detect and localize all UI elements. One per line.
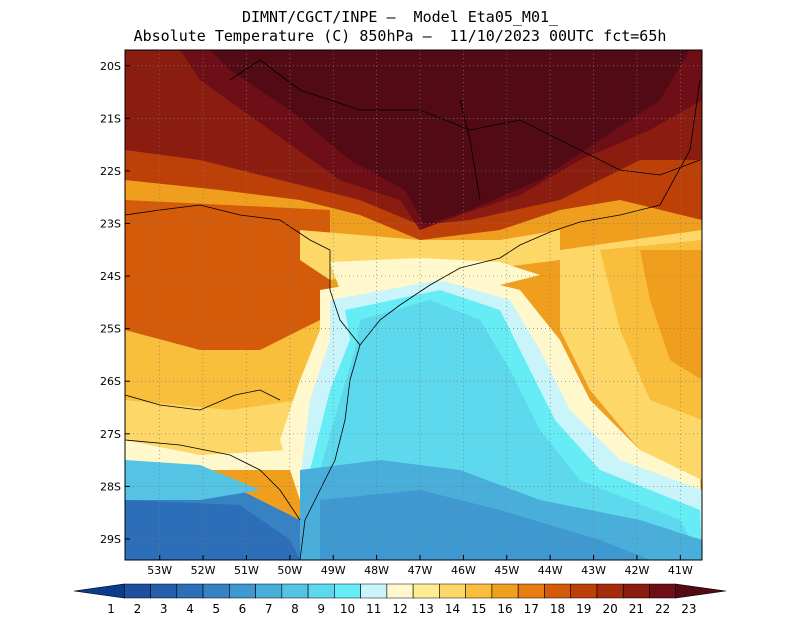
colorbar-swatch: [622, 583, 650, 599]
colorbar-swatch: [517, 583, 545, 599]
colorbar-label: 17: [524, 602, 539, 616]
colorbar-swatch: [675, 583, 727, 599]
colorbar-label: 2: [134, 602, 142, 616]
lat-tick-label: 20S: [100, 60, 121, 73]
colorbar-label: 15: [471, 602, 486, 616]
colorbar-label: 14: [445, 602, 460, 616]
lon-tick-label: 41W: [668, 564, 693, 577]
temperature-field: [125, 50, 702, 560]
colorbar-swatch: [596, 583, 624, 599]
colorbar-label: 13: [419, 602, 434, 616]
colorbar-swatch: [412, 583, 440, 599]
colorbar-swatch: [570, 583, 598, 599]
lon-tick-label: 48W: [364, 564, 389, 577]
lat-tick-label: 27S: [100, 428, 121, 441]
chart-title-line1: DIMNT/CGCT/INPE — Model Eta05_M01_: [241, 8, 559, 26]
colorbar-label: 12: [392, 602, 407, 616]
colorbar-swatch: [255, 583, 283, 599]
lat-tick-label: 26S: [100, 375, 121, 388]
chart-title-line2: Absolute Temperature (C) 850hPa — 11/10/…: [133, 27, 667, 45]
longitude-ticks: 53W 52W 51W 50W 49W 48W 47W 46W 45W 44W 43W 42W 41W: [147, 555, 693, 577]
latitude-ticks: 20S 21S 22S 23S 24S 25S 26S 27S 28S 29S: [100, 60, 130, 546]
lon-tick-label: 52W: [191, 564, 216, 577]
colorbar-label: 5: [212, 602, 220, 616]
colorbar-swatch: [465, 583, 493, 599]
lat-tick-label: 23S: [100, 218, 121, 231]
colorbar-label: 1: [107, 602, 115, 616]
colorbar: 1 2 3 4 5 6 7 8 9 10 11 12 13 14 15 16 17 18 19 20 21 22 23: [73, 583, 727, 616]
colorbar-label: 22: [655, 602, 670, 616]
colorbar-label: 4: [186, 602, 194, 616]
colorbar-swatch: [123, 583, 151, 599]
colorbar-label: 20: [602, 602, 617, 616]
colorbar-label: 23: [681, 602, 696, 616]
colorbar-label: 8: [291, 602, 299, 616]
colorbar-label: 18: [550, 602, 565, 616]
colorbar-swatch: [544, 583, 571, 599]
lat-tick-label: 24S: [100, 270, 121, 283]
graticule: [125, 50, 702, 560]
map-frame: [124, 49, 703, 561]
colorbar-label: 11: [366, 602, 381, 616]
colorbar-label: 10: [340, 602, 355, 616]
lat-tick-label: 25S: [100, 323, 121, 336]
lat-tick-label: 22S: [100, 165, 121, 178]
colorbar-label: 19: [576, 602, 591, 616]
colorbar-swatch: [360, 583, 388, 599]
lon-tick-label: 49W: [321, 564, 346, 577]
colorbar-swatch: [176, 583, 204, 599]
lon-tick-label: 50W: [277, 564, 302, 577]
lon-tick-label: 45W: [494, 564, 519, 577]
colorbar-swatch: [150, 583, 178, 599]
colorbar-swatch: [649, 583, 677, 599]
coastline-borders: [125, 59, 701, 560]
colorbar-swatch: [439, 583, 466, 599]
colorbar-swatch: [229, 583, 256, 599]
colorbar-label: 21: [629, 602, 644, 616]
colorbar-swatch: [202, 583, 230, 599]
lon-tick-label: 51W: [234, 564, 259, 577]
colorbar-swatch: [307, 583, 335, 599]
lon-tick-label: 53W: [147, 564, 172, 577]
colorbar-label: 3: [160, 602, 168, 616]
lon-tick-label: 43W: [581, 564, 606, 577]
colorbar-label: 6: [239, 602, 247, 616]
lon-tick-label: 46W: [451, 564, 476, 577]
colorbar-swatch: [386, 583, 414, 599]
colorbar-label: 9: [317, 602, 325, 616]
colorbar-label: 16: [497, 602, 512, 616]
colorbar-swatch: [334, 583, 361, 599]
colorbar-label: 7: [265, 602, 273, 616]
lon-tick-label: 42W: [624, 564, 649, 577]
colorbar-swatch: [73, 583, 125, 599]
colorbar-swatch: [281, 583, 309, 599]
lat-tick-label: 28S: [100, 480, 121, 493]
lon-tick-label: 47W: [408, 564, 433, 577]
lat-tick-label: 21S: [100, 112, 121, 125]
lon-tick-label: 44W: [538, 564, 563, 577]
lat-tick-label: 29S: [100, 533, 121, 546]
colorbar-swatch: [491, 583, 519, 599]
